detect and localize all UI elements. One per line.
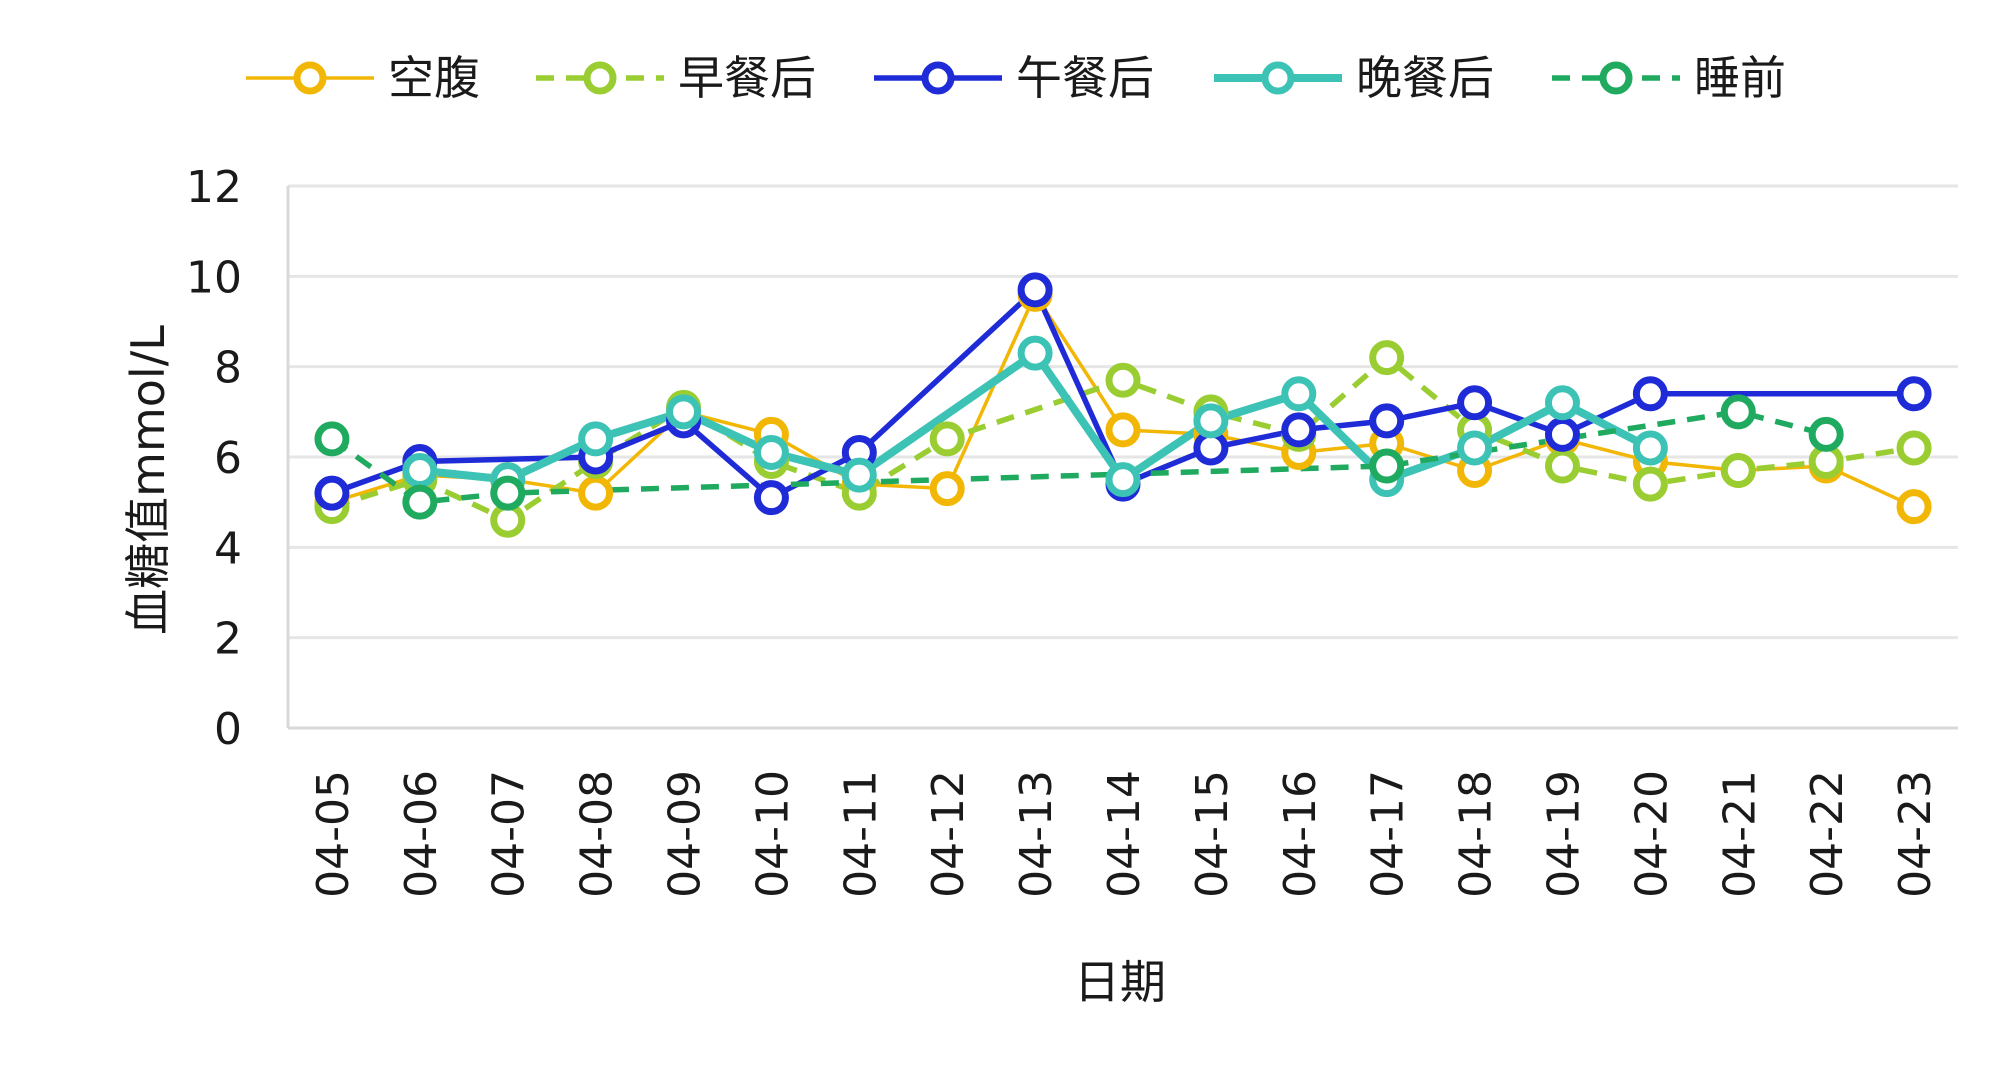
legend-marker <box>1599 61 1633 95</box>
data-point <box>1017 272 1053 308</box>
y-tick-label: 2 <box>214 614 242 665</box>
data-point <box>402 453 438 489</box>
legend-label: 晚餐后 <box>1356 51 1494 105</box>
axes: 0 2 4 6 8 10 12 04-05 04-06 04-07 04-08 04-09 04-10 0… <box>186 162 1958 898</box>
data-point <box>1193 403 1229 439</box>
y-tick-label: 8 <box>214 343 242 394</box>
legend-item: 空腹 <box>246 51 480 105</box>
data-point <box>1808 416 1844 452</box>
x-tick-label: 04-11 <box>835 770 886 898</box>
x-tick-label: 04-19 <box>1538 770 1589 898</box>
data-point <box>1017 335 1053 371</box>
data-point <box>1632 376 1668 412</box>
data-point <box>578 475 614 511</box>
data-point <box>929 421 965 457</box>
data-point <box>1544 385 1580 421</box>
y-tick-label: 12 <box>186 162 242 213</box>
data-point <box>1544 448 1580 484</box>
y-tick-label: 6 <box>214 433 242 484</box>
y-tick-label: 4 <box>214 523 242 574</box>
x-tick-label: 04-06 <box>396 770 447 898</box>
data-point <box>929 471 965 507</box>
x-tick-label: 04-23 <box>1890 770 1941 898</box>
data-point <box>666 394 702 430</box>
series-5-markers <box>314 394 1844 520</box>
legend-item: 午餐后 <box>874 51 1154 105</box>
data-point <box>1720 394 1756 430</box>
data-point <box>753 480 789 516</box>
x-tick-label: 04-08 <box>572 770 623 898</box>
legend-marker <box>1261 61 1295 95</box>
x-tick-label: 04-13 <box>1011 770 1062 898</box>
data-point <box>1281 376 1317 412</box>
x-tick-label: 04-20 <box>1626 770 1677 898</box>
legend-label: 早餐后 <box>678 51 816 105</box>
legend-item: 睡前 <box>1552 51 1786 105</box>
x-tick-label: 04-09 <box>660 770 711 898</box>
legend-label: 睡前 <box>1694 51 1786 105</box>
data-point <box>402 484 438 520</box>
x-tick-label: 04-07 <box>484 770 535 898</box>
data-point <box>1105 462 1141 498</box>
x-tick-label: 04-05 <box>308 770 359 898</box>
data-point <box>1105 362 1141 398</box>
data-point <box>1544 416 1580 452</box>
legend-item: 晚餐后 <box>1214 51 1494 105</box>
legend-marker <box>921 61 955 95</box>
data-point <box>314 421 350 457</box>
x-tick-label: 04-14 <box>1099 770 1150 898</box>
series-4-markers <box>402 335 1668 498</box>
data-point <box>1896 489 1932 525</box>
gridlines <box>288 184 1958 640</box>
data-point <box>1457 385 1493 421</box>
x-axis-title: 日期 <box>1074 955 1166 1009</box>
legend-item: 早餐后 <box>536 51 816 105</box>
x-tick-label: 04-17 <box>1363 770 1414 898</box>
x-tick-label: 04-18 <box>1451 770 1502 898</box>
legend-marker <box>293 61 327 95</box>
series-line <box>331 354 1915 523</box>
data-point <box>753 434 789 470</box>
data-point <box>1281 412 1317 448</box>
data-point <box>490 475 526 511</box>
data-point <box>1720 453 1756 489</box>
data-point <box>1369 403 1405 439</box>
data-point <box>1369 340 1405 376</box>
legend-label: 午餐后 <box>1016 51 1154 105</box>
data-point <box>1105 412 1141 448</box>
x-tick-label: 04-21 <box>1714 770 1765 898</box>
legend: 空腹 早餐后 午餐后 晚餐后 睡前 <box>246 51 1786 105</box>
data-point <box>578 421 614 457</box>
x-tick-label: 04-22 <box>1802 770 1853 898</box>
legend-marker <box>583 61 617 95</box>
y-tick-label: 10 <box>186 252 242 303</box>
data-point <box>1369 448 1405 484</box>
x-tick-label: 04-16 <box>1275 770 1326 898</box>
series-2 <box>331 354 1915 523</box>
data-point <box>1632 430 1668 466</box>
data-point <box>1896 430 1932 466</box>
series-markers <box>314 272 1932 538</box>
x-tick-label: 04-15 <box>1187 770 1238 898</box>
data-point <box>314 475 350 511</box>
y-tick-label: 0 <box>214 704 242 755</box>
y-axis-title: 血糖值mmol/L <box>121 325 175 635</box>
data-point <box>1632 466 1668 502</box>
x-tick-label: 04-10 <box>747 770 798 898</box>
data-point <box>1896 376 1932 412</box>
legend-label: 空腹 <box>388 51 480 105</box>
data-point <box>841 457 877 493</box>
data-point <box>1457 430 1493 466</box>
x-tick-label: 04-12 <box>923 770 974 898</box>
